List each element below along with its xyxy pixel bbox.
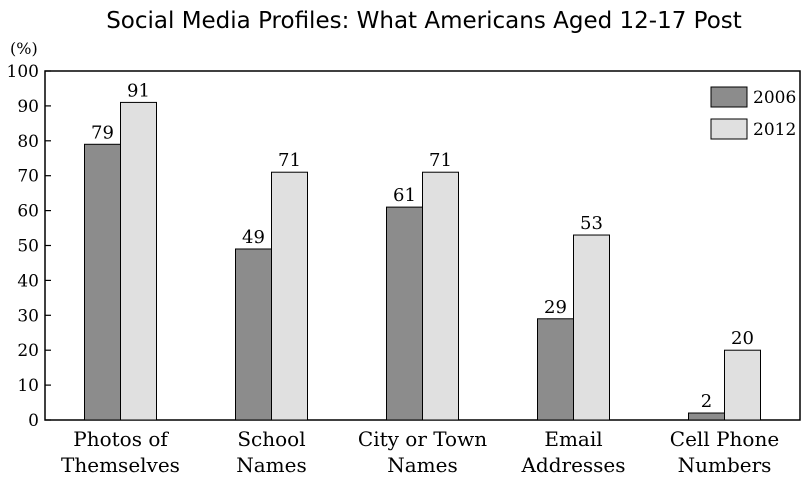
y-tick-label: 80 — [17, 132, 39, 152]
y-tick-label: 60 — [17, 202, 39, 222]
data-label-2012: 53 — [580, 213, 603, 234]
bars: 79 49 61 29 2 91 71 71 53 20 — [84, 80, 761, 421]
bar-2006 — [386, 206, 423, 421]
chart-title: Social Media Profiles: What Americans Ag… — [106, 8, 742, 34]
data-label-2006: 29 — [544, 297, 567, 318]
legend-label-2006: 2006 — [753, 88, 796, 108]
y-tick-label: 30 — [17, 306, 39, 326]
bar-2012 — [120, 101, 157, 421]
bar-2006 — [537, 318, 574, 421]
x-category-label: Numbers — [678, 453, 772, 477]
bar-2006 — [235, 248, 272, 421]
x-category-label: School — [237, 427, 305, 451]
data-label-2012: 71 — [278, 150, 301, 171]
legend-label-2012: 2012 — [753, 120, 796, 140]
bar-2012 — [573, 234, 610, 421]
x-category-label: Cell Phone — [670, 427, 779, 451]
y-tick-label: 0 — [28, 411, 39, 431]
y-tick-label: 100 — [7, 62, 39, 82]
data-label-2006: 2 — [701, 391, 712, 412]
y-tick-label: 90 — [17, 97, 39, 117]
data-label-2006: 49 — [242, 227, 265, 248]
y-unit-label: (%) — [10, 39, 38, 58]
y-tick-label: 10 — [17, 376, 39, 396]
legend-swatch-2006 — [710, 86, 748, 108]
data-label-2006: 61 — [393, 185, 416, 206]
data-label-2012: 91 — [127, 80, 150, 101]
x-category-label: Names — [387, 453, 458, 477]
x-category-label: Names — [236, 453, 307, 477]
y-tick-label: 50 — [17, 237, 39, 257]
data-label-2006: 79 — [91, 122, 114, 143]
legend-swatch-2012 — [710, 118, 748, 140]
data-label-2012: 20 — [731, 328, 754, 349]
bar-2006 — [84, 143, 121, 421]
y-axis: 0 10 20 30 40 50 60 70 80 90 100 — [7, 62, 51, 431]
x-category-label: Email — [544, 427, 602, 451]
bar-2006 — [688, 412, 725, 421]
bar-2012 — [724, 349, 761, 421]
x-category-label: Addresses — [520, 453, 625, 477]
legend: 2006 2012 — [710, 86, 796, 140]
y-tick-label: 20 — [17, 341, 39, 361]
data-label-2012: 71 — [429, 150, 452, 171]
bar-2012 — [271, 171, 308, 421]
x-category-label: City or Town — [358, 427, 487, 451]
y-tick-label: 70 — [17, 167, 39, 187]
y-tick-label: 40 — [17, 271, 39, 291]
x-category-label: Themselves — [61, 453, 180, 477]
bar-2012 — [422, 171, 459, 421]
x-category-label: Photos of — [73, 427, 169, 451]
